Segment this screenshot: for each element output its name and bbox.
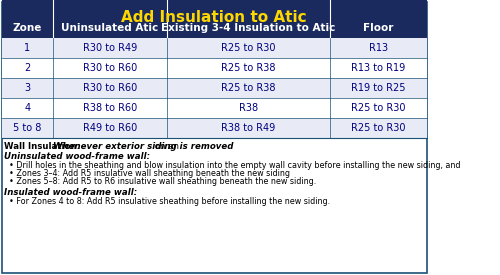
Text: Uninsulated Atic: Uninsulated Atic bbox=[62, 23, 158, 33]
Text: 1: 1 bbox=[24, 43, 30, 53]
Text: 5 to 8: 5 to 8 bbox=[13, 123, 42, 133]
Text: R30 to R60: R30 to R60 bbox=[83, 63, 137, 73]
Text: Zone: Zone bbox=[12, 23, 42, 33]
Text: R38 to R60: R38 to R60 bbox=[83, 103, 137, 113]
Text: Existing 3-4 Insulation to Atic: Existing 3-4 Insulation to Atic bbox=[161, 23, 336, 33]
Text: Insulated wood-frame wall:: Insulated wood-frame wall: bbox=[4, 188, 138, 197]
Text: Add Insulation to Atic: Add Insulation to Atic bbox=[122, 10, 307, 25]
Text: R13: R13 bbox=[368, 43, 388, 53]
Text: R25 to R38: R25 to R38 bbox=[221, 83, 276, 93]
Text: • Zones 3–4: Add R5 insulative wall sheathing beneath the new siding: • Zones 3–4: Add R5 insulative wall shea… bbox=[8, 169, 290, 178]
Text: • Drill holes in the sheathing and blow insulation into the empty wall cavity be: • Drill holes in the sheathing and blow … bbox=[8, 161, 460, 170]
Bar bbox=[2, 118, 426, 138]
Bar bbox=[2, 58, 426, 78]
Text: R25 to R30: R25 to R30 bbox=[221, 43, 276, 53]
Text: R38: R38 bbox=[239, 103, 258, 113]
FancyBboxPatch shape bbox=[2, 2, 426, 273]
Bar bbox=[2, 38, 426, 58]
Text: 4: 4 bbox=[24, 103, 30, 113]
Bar bbox=[2, 0, 426, 38]
Bar bbox=[2, 78, 426, 98]
Text: R49 to R60: R49 to R60 bbox=[83, 123, 137, 133]
Text: R30 to R60: R30 to R60 bbox=[83, 83, 137, 93]
Text: R13 to R19: R13 to R19 bbox=[351, 63, 406, 73]
Text: • Zones 5–8: Add R5 to R6 insulative wall sheathing beneath the new siding.: • Zones 5–8: Add R5 to R6 insulative wal… bbox=[8, 177, 316, 186]
Text: R38 to R49: R38 to R49 bbox=[222, 123, 276, 133]
Text: R19 to R25: R19 to R25 bbox=[351, 83, 406, 93]
Text: R25 to R30: R25 to R30 bbox=[351, 123, 406, 133]
Text: Whenever exterior siding is removed: Whenever exterior siding is removed bbox=[53, 142, 234, 151]
Text: Wall Insulation:: Wall Insulation: bbox=[4, 142, 84, 151]
Text: on an: on an bbox=[152, 142, 178, 151]
Text: 3: 3 bbox=[24, 83, 30, 93]
Text: R25 to R38: R25 to R38 bbox=[221, 63, 276, 73]
Text: 2: 2 bbox=[24, 63, 30, 73]
Text: R30 to R49: R30 to R49 bbox=[83, 43, 137, 53]
Text: R25 to R30: R25 to R30 bbox=[351, 103, 406, 113]
Text: Uninsulated wood-frame wall:: Uninsulated wood-frame wall: bbox=[4, 152, 150, 161]
Text: Floor: Floor bbox=[363, 23, 394, 33]
Bar bbox=[2, 98, 426, 118]
Text: • For Zones 4 to 8: Add R5 insulative sheathing before installing the new siding: • For Zones 4 to 8: Add R5 insulative sh… bbox=[8, 197, 330, 206]
